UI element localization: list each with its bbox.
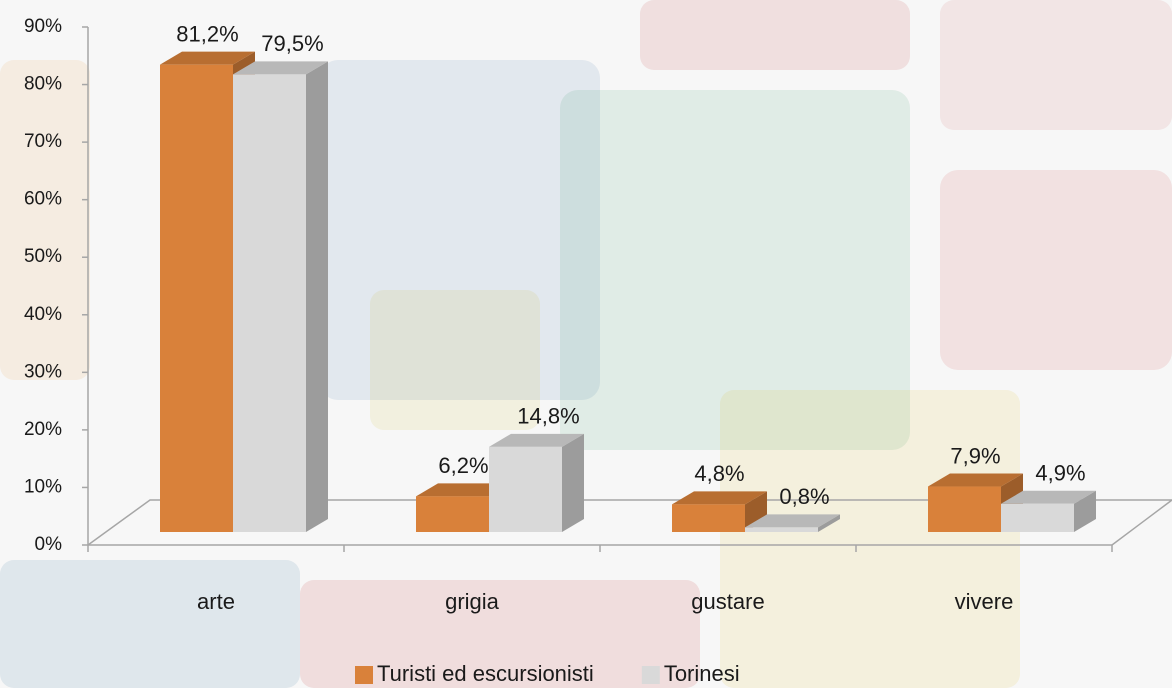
y-tick-label: 0% — [35, 534, 63, 555]
value-label: 0,8% — [779, 484, 829, 509]
value-label: 6,2% — [438, 453, 488, 478]
value-label: 4,9% — [1035, 461, 1085, 486]
bar — [233, 74, 306, 532]
bar — [489, 447, 562, 532]
legend-swatch — [642, 666, 660, 684]
y-tick-label: 40% — [24, 304, 62, 325]
value-label: 81,2% — [176, 21, 238, 46]
value-label: 79,5% — [261, 31, 323, 56]
legend-swatch — [355, 666, 373, 684]
y-tick-label: 80% — [24, 74, 62, 95]
bar — [672, 504, 745, 532]
x-tick-label: gustare — [691, 589, 764, 614]
x-tick-label: vivere — [955, 589, 1014, 614]
legend-label: Turisti ed escursionisti — [377, 661, 594, 686]
y-tick-label: 60% — [24, 189, 62, 210]
bar-side — [562, 434, 584, 532]
y-tick-label: 50% — [24, 246, 62, 267]
value-label: 7,9% — [950, 443, 1000, 468]
y-tick-label: 10% — [24, 476, 62, 497]
bar — [1001, 504, 1074, 532]
y-tick-label: 20% — [24, 419, 62, 440]
bar-side — [306, 61, 328, 532]
page: {"chart_data": {"type": "bar3d", "catego… — [0, 0, 1172, 688]
legend-label: Torinesi — [664, 661, 740, 686]
x-tick-label: grigia — [445, 589, 500, 614]
y-tick-label: 90% — [24, 16, 62, 37]
bar — [928, 487, 1001, 532]
bar — [745, 527, 818, 532]
chart: 0% 10% 20% 30% 40% 50% 60% 70% 80% 90% arte 81,2% 79… — [0, 0, 1172, 688]
y-tick-label: 70% — [24, 131, 62, 152]
bar — [160, 65, 233, 532]
bar — [416, 496, 489, 532]
x-tick-label: arte — [197, 589, 235, 614]
y-tick-label: 30% — [24, 361, 62, 382]
value-label: 14,8% — [517, 404, 579, 429]
value-label: 4,8% — [694, 461, 744, 486]
